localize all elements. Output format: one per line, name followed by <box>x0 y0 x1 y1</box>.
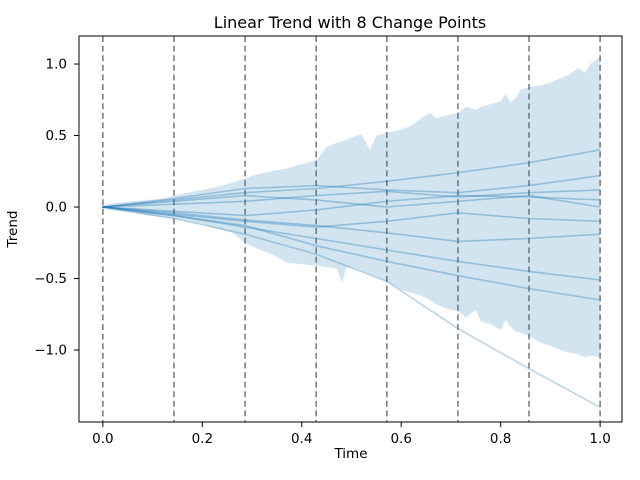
axes-frame <box>78 35 623 423</box>
x-tick-label: 0.2 <box>192 431 213 447</box>
trend-sample-10 <box>102 206 601 409</box>
trend-sample-6 <box>102 206 601 228</box>
trend-sample-5 <box>102 194 601 208</box>
chart-title: Linear Trend with 8 Change Points <box>214 13 486 32</box>
trend-sample-3 <box>102 189 601 208</box>
trend-sample-9 <box>102 206 601 301</box>
x-tick-label: 0.6 <box>390 431 411 447</box>
y-tick-label: 1.0 <box>46 57 67 73</box>
trend-sample-8 <box>102 206 601 281</box>
uncertainty-band <box>102 56 601 358</box>
trend-sample-1 <box>102 149 601 208</box>
x-tick-label: 1.0 <box>589 431 610 447</box>
trend-sample-4 <box>102 194 601 217</box>
y-tick-label: −1.0 <box>34 343 67 359</box>
y-axis-label: Trend <box>5 211 21 249</box>
y-tick-label: −0.5 <box>34 271 67 287</box>
trend-sample-2 <box>102 174 601 208</box>
plot-area: 0.0 0.2 0.4 0.6 0.8 1.0 −1.0 −0.5 0.0 0.5 1.0 <box>34 35 623 447</box>
x-tick-label: 0.8 <box>490 431 511 447</box>
y-tick-label: 0.5 <box>46 128 67 144</box>
x-tick-label: 0.0 <box>92 431 113 447</box>
x-axis-label: Time <box>333 446 367 462</box>
y-tick-label: 0.0 <box>46 200 67 216</box>
x-tick-label: 0.4 <box>291 431 312 447</box>
trend-sample-7 <box>102 206 601 243</box>
